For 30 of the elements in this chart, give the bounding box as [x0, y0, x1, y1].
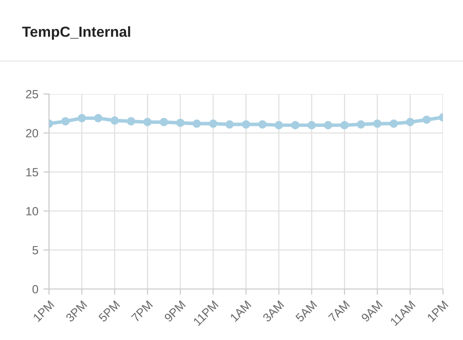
point: [143, 118, 152, 126]
point: [225, 120, 234, 129]
point: [160, 118, 168, 126]
point: [373, 119, 382, 128]
point: [126, 117, 136, 126]
point: [422, 116, 431, 124]
point: [209, 119, 218, 128]
point: [78, 114, 86, 122]
point: [340, 121, 349, 130]
point: [258, 120, 267, 129]
chart-title: TempC_Internal: [22, 26, 130, 40]
point: [61, 117, 70, 126]
y-tick-label: 5: [32, 246, 38, 254]
point: [406, 118, 414, 126]
point: [390, 119, 398, 128]
point: [94, 114, 102, 122]
point: [274, 121, 283, 130]
y-tick-label: 10: [26, 207, 38, 216]
point: [176, 118, 184, 128]
point: [242, 120, 250, 129]
y-tick-label: 25: [26, 90, 38, 98]
point: [110, 116, 119, 125]
point: [291, 121, 300, 130]
point: [324, 121, 332, 130]
point: [192, 119, 201, 128]
y-tick-label: 0: [32, 285, 38, 294]
point: [356, 120, 366, 129]
y-tick-label: 15: [26, 168, 38, 176]
y-tick-label: 20: [26, 129, 38, 138]
point: [308, 121, 316, 130]
